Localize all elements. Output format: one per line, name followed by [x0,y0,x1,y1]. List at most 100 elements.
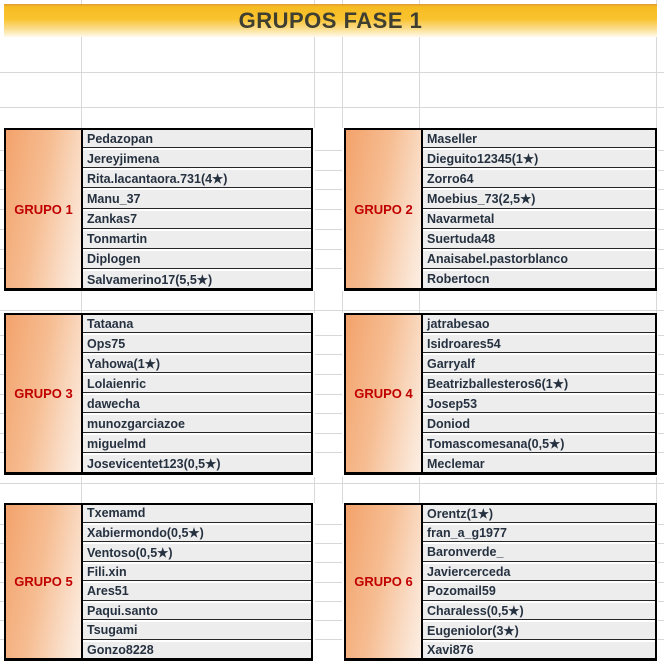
player-cell[interactable]: munozgarciazoe [83,415,311,433]
gridline [656,37,657,128]
group-table-3: GRUPO 3 Tataana Ops75 Yahowa(1★) Lolaien… [4,313,313,475]
player-cell[interactable]: Paqui.santo [83,602,311,620]
player-cell[interactable]: Moebius_73(2,5★) [423,190,655,209]
title-banner-cell[interactable]: GRUPOS FASE 1 [4,4,657,37]
gridline [315,354,342,355]
player-cell[interactable]: jatrabesao [423,315,655,333]
gridline [0,620,4,621]
player-cell[interactable]: Pedazopan [83,130,311,149]
gridline [0,150,4,151]
gridline [315,249,342,250]
gridline [315,620,342,621]
player-cell[interactable]: Fili.xin [83,563,311,581]
player-cell[interactable]: Isidroares54 [423,335,655,353]
group-table-4: GRUPO 4 jatrabesao Isidroares54 Garryalf… [344,313,657,475]
group-4-label-cell[interactable]: GRUPO 4 [346,315,423,472]
player-cell[interactable]: Beatrizballesteros6(1★) [423,375,655,393]
player-cell[interactable]: Yahowa(1★) [83,355,311,373]
player-cell[interactable]: Garryalf [423,355,655,373]
player-cell[interactable]: Xabiermondo(0,5★) [83,524,311,542]
group-6-label-cell[interactable]: GRUPO 6 [346,505,423,658]
player-cell[interactable]: Maseller [423,130,655,149]
player-cell[interactable]: fran_a_g1977 [423,524,655,542]
player-cell[interactable]: Manu_37 [83,190,311,209]
gridline [315,335,342,336]
gridline [315,268,342,269]
player-cell[interactable]: Salvamerino17(5,5★) [83,270,311,288]
player-cell[interactable]: Anaisabel.pastorblanco [423,250,655,269]
gridline [658,268,664,269]
player-cell[interactable]: Meclemar [423,455,655,472]
gridline [0,394,4,395]
page-title: GRUPOS FASE 1 [238,7,423,33]
gridline [0,601,4,602]
gridline [419,37,420,128]
gridline [0,229,4,230]
gridline [342,291,343,313]
player-cell[interactable]: Jereyjimena [83,150,311,169]
group-5-label-cell[interactable]: GRUPO 5 [6,505,83,658]
player-cell[interactable]: Orentz(1★) [423,505,655,523]
gridline [0,524,4,525]
gridline [658,229,664,230]
player-cell[interactable]: Pozomail59 [423,583,655,601]
group-1-player-list: Pedazopan Jereyjimena Rita.lacantaora.73… [83,130,311,288]
player-cell[interactable]: Zorro64 [423,170,655,189]
gridline [658,543,664,544]
player-cell[interactable]: Ops75 [83,335,311,353]
player-cell[interactable]: Ares51 [83,583,311,601]
player-cell[interactable]: Diplogen [83,250,311,269]
player-cell[interactable]: Charaless(0,5★) [423,602,655,620]
gridline [315,374,342,375]
player-cell[interactable]: Lolaienric [83,375,311,393]
gridline [315,601,342,602]
player-cell[interactable]: dawecha [83,395,311,413]
gridline [658,249,664,250]
player-cell[interactable]: Rita.lacantaora.731(4★) [83,170,311,189]
player-cell[interactable]: Gonzo8228 [83,641,311,658]
player-cell[interactable]: Baronverde_ [423,544,655,562]
gridline [658,394,664,395]
gridline [658,433,664,434]
gridline [656,291,657,313]
gridline [0,335,4,336]
player-cell[interactable]: Xavi876 [423,641,655,658]
group-5-player-list: Txemamd Xabiermondo(0,5★) Ventoso(0,5★) … [83,505,311,658]
player-cell[interactable]: Tonmartin [83,230,311,249]
group-3-label-cell[interactable]: GRUPO 3 [6,315,83,472]
gridline [81,291,82,313]
player-cell[interactable]: Eugeniolor(3★) [423,622,655,640]
player-cell[interactable]: Suertuda48 [423,230,655,249]
gridline [658,582,664,583]
player-cell[interactable]: Zankas7 [83,210,311,229]
group-1-label-cell[interactable]: GRUPO 1 [6,130,83,288]
player-cell[interactable]: miguelmd [83,435,311,453]
group-4-player-list: jatrabesao Isidroares54 Garryalf Beatriz… [423,315,655,472]
gridline [315,582,342,583]
player-cell[interactable]: Tomascomesana(0,5★) [423,435,655,453]
gridline [419,477,420,503]
player-cell[interactable]: Tataana [83,315,311,333]
gridline [0,413,4,414]
gridline [314,291,315,313]
gridline [658,170,664,171]
player-cell[interactable]: Josep53 [423,395,655,413]
player-cell[interactable]: Ventoso(0,5★) [83,544,311,562]
gridline [81,477,82,503]
player-cell[interactable]: Josevicentet123(0,5★) [83,455,311,472]
player-cell[interactable]: Tsugami [83,622,311,640]
player-cell[interactable]: Javiercerceda [423,563,655,581]
player-cell[interactable]: Txemamd [83,505,311,523]
gridline [0,433,4,434]
gridline [315,524,342,525]
group-2-label-cell[interactable]: GRUPO 2 [346,130,423,288]
gridline [315,543,342,544]
gridline [314,477,315,503]
gridline [342,37,343,128]
group-2-player-list: Maseller Dieguito12345(1★) Zorro64 Moebi… [423,130,655,288]
gridline [656,477,657,503]
player-cell[interactable]: Robertocn [423,270,655,288]
player-cell[interactable]: Navarmetal [423,210,655,229]
player-cell[interactable]: Dieguito12345(1★) [423,150,655,169]
player-cell[interactable]: Doniod [423,415,655,433]
